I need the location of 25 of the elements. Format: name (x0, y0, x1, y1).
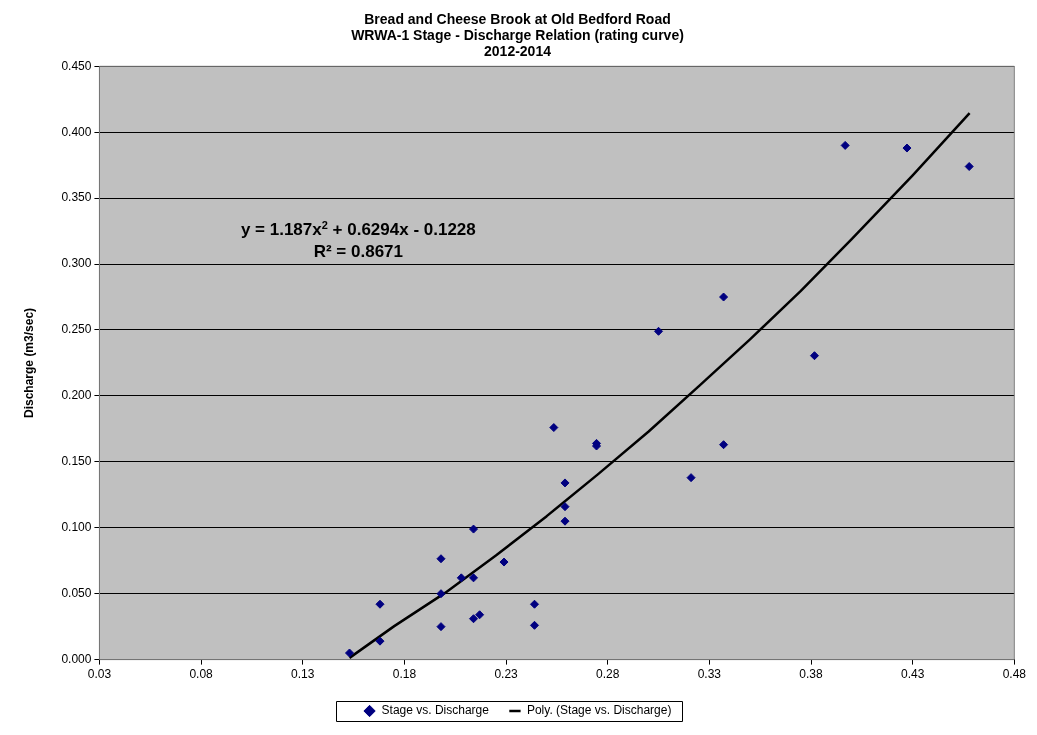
y-tick-label: 0.250 (61, 322, 92, 337)
x-tick-label: 0.48 (1002, 667, 1027, 682)
x-tick-label: 0.18 (392, 667, 417, 682)
x-tick-label: 0.28 (596, 667, 620, 682)
y-tick-label: 0.050 (61, 585, 92, 600)
y-tick-label: 0.300 (61, 256, 92, 271)
chart-title: Bread and Cheese Brook at Old Bedford Road WRWA-1 Stage - Discharge Relation (rating curve) 2012-2014 (351, 10, 684, 60)
y-tick-label: 0.350 (61, 190, 92, 205)
y-tick-label: 0.100 (61, 520, 92, 535)
x-tick-label: 0.43 (900, 667, 925, 682)
y-tick-label: 0.200 (61, 388, 92, 403)
x-tick-label: 0.38 (799, 667, 824, 682)
y-tick-label: 0.450 (61, 58, 92, 73)
x-tick-label: 0.03 (87, 667, 112, 682)
y-tick-label: 0.400 (61, 124, 92, 139)
y-tick-label: 0.150 (61, 454, 92, 469)
x-tick-label: 0.13 (291, 667, 315, 682)
annotation: R² = 0.8671 (313, 242, 403, 262)
x-tick-label: 0.33 (697, 667, 722, 682)
x-tick-label: 0.23 (494, 667, 519, 682)
y-axis-title: Discharge (m3/sec) (21, 307, 36, 418)
legend-label: Poly. (Stage vs. Discharge) (526, 703, 672, 718)
y-tick-label: 0.000 (61, 651, 92, 666)
legend-label: Stage vs. Discharge (381, 703, 490, 718)
x-tick-label: 0.08 (189, 667, 214, 682)
